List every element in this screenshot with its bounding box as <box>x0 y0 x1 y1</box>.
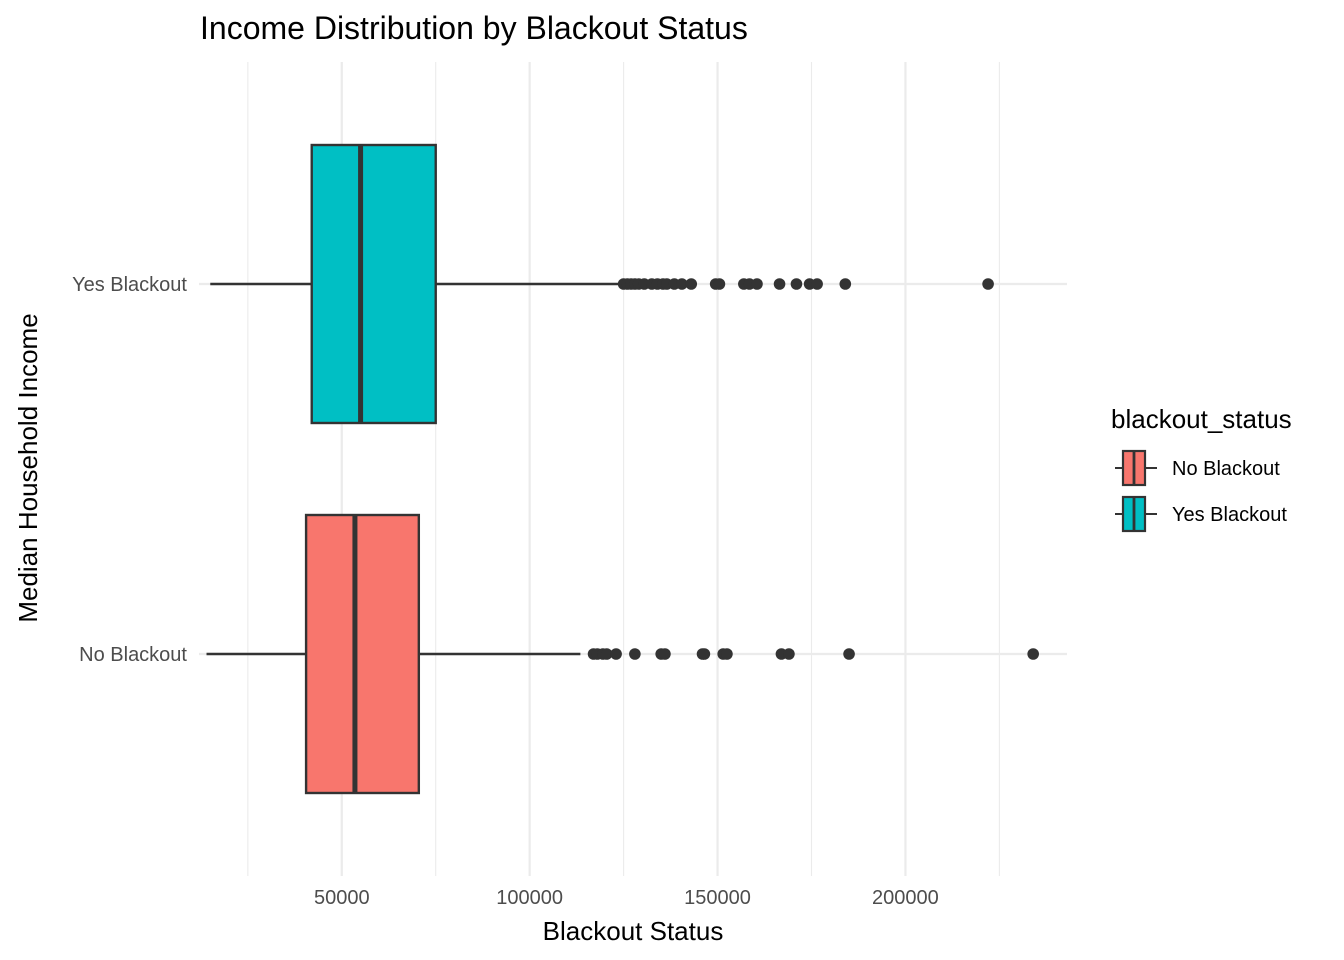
x-tick-label: 100000 <box>496 887 563 909</box>
x-tick-label: 200000 <box>872 887 939 909</box>
box-iqr <box>304 513 421 795</box>
outlier-point <box>685 278 698 290</box>
outlier-point <box>843 648 855 660</box>
legend-label: No Blackout <box>1172 458 1280 480</box>
outlier-point <box>659 648 671 660</box>
outlier-point <box>1027 648 1039 660</box>
x-axis-title: Blackout Status <box>543 916 724 946</box>
legend-label: Yes Blackout <box>1172 504 1287 526</box>
outlier-point <box>790 278 803 290</box>
y-axis-ticks: No Blackout Yes Blackout <box>72 274 187 666</box>
x-axis-ticks: 50000 100000 150000 200000 <box>314 887 939 909</box>
legend-item-yes-blackout: Yes Blackout <box>1115 495 1287 533</box>
outlier-point <box>839 278 852 290</box>
x-tick-label: 50000 <box>314 887 370 909</box>
outlier-point <box>721 648 733 660</box>
y-axis-title: Median Household Income <box>13 313 43 622</box>
box-iqr <box>310 143 437 425</box>
box-series <box>206 143 1039 795</box>
outlier-point <box>713 278 726 290</box>
outlier-point <box>982 278 994 290</box>
box-no-blackout <box>206 513 1039 795</box>
y-tick-label: No Blackout <box>79 644 187 666</box>
outlier-point <box>600 648 613 660</box>
outlier-point <box>610 648 622 660</box>
outlier-point <box>783 648 795 660</box>
legend: blackout_status No Blackout Yes Blackout <box>1111 404 1292 533</box>
legend-title: blackout_status <box>1111 404 1292 434</box>
chart-title: Income Distribution by Blackout Status <box>200 10 748 46</box>
outlier-point <box>676 278 688 290</box>
y-tick-label: Yes Blackout <box>72 274 187 296</box>
outlier-point <box>698 648 711 660</box>
legend-item-no-blackout: No Blackout <box>1115 449 1280 487</box>
outlier-point <box>751 278 763 290</box>
outlier-point <box>811 278 823 290</box>
x-tick-label: 150000 <box>684 887 751 909</box>
box-yes-blackout <box>210 143 994 425</box>
outlier-point <box>773 278 786 290</box>
outlier-point <box>629 648 641 660</box>
